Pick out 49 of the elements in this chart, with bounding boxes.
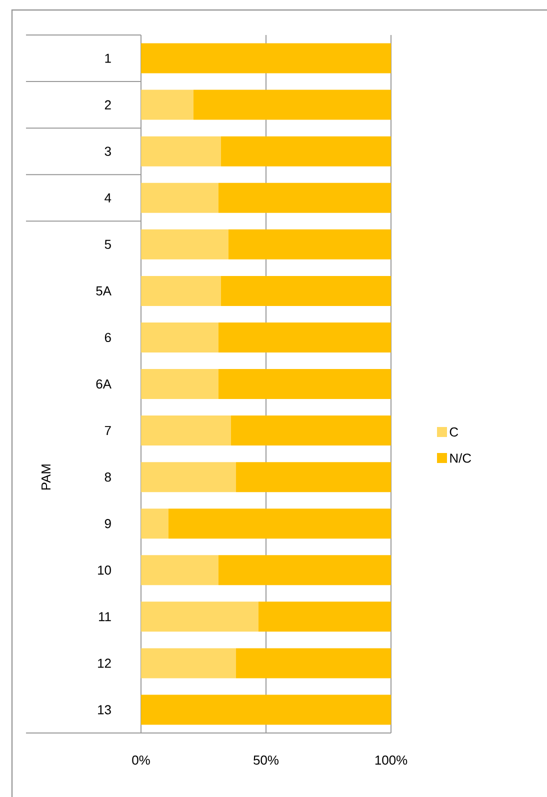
y-tick-label: 6A xyxy=(96,379,112,389)
y-tick-label: 5 xyxy=(104,240,111,249)
bar xyxy=(141,276,221,306)
y-tick-label: 4 xyxy=(104,193,112,202)
y-tick-label: 10 xyxy=(98,566,111,575)
bar xyxy=(168,508,392,539)
bar xyxy=(141,90,194,120)
bar xyxy=(141,555,218,586)
legend-label: C xyxy=(450,427,458,437)
y-tick-label: 11 xyxy=(99,612,111,622)
y-tick-label: 9 xyxy=(104,519,111,528)
bar xyxy=(236,648,392,678)
bar xyxy=(141,648,236,678)
y-tick-label: 7 xyxy=(104,426,111,435)
bar xyxy=(141,229,228,260)
y-tick-label: 12 xyxy=(98,658,111,668)
y-tick-label: 8 xyxy=(104,472,111,482)
y-tick-label: 1 xyxy=(105,54,111,63)
y-tick-label: 2 xyxy=(104,100,111,110)
bar xyxy=(221,136,392,166)
bar xyxy=(141,694,392,725)
bar xyxy=(218,322,392,352)
y-axis-title: PAM xyxy=(42,464,50,490)
bar xyxy=(141,182,218,213)
bar xyxy=(141,322,218,352)
bar xyxy=(141,602,259,632)
bar xyxy=(141,462,236,492)
bar xyxy=(141,369,218,400)
y-tick-label: 13 xyxy=(98,705,111,714)
y-tick-label: 5A xyxy=(96,286,112,296)
x-tick-label: 0% xyxy=(132,756,150,765)
bar xyxy=(141,508,168,539)
bar xyxy=(218,182,392,213)
bar xyxy=(228,229,392,260)
legend-label: N/C xyxy=(450,453,472,463)
y-tick-label: 6 xyxy=(104,332,111,342)
bar xyxy=(258,602,392,632)
bar xyxy=(141,136,221,166)
bar xyxy=(231,416,392,446)
bar xyxy=(141,43,392,74)
x-tick-label: 100% xyxy=(375,756,408,765)
bar xyxy=(194,90,392,120)
bar xyxy=(236,462,392,492)
bar xyxy=(141,416,231,446)
bar xyxy=(221,276,392,306)
y-tick-label: 3 xyxy=(104,146,111,156)
bar xyxy=(218,369,392,400)
x-tick-label: 50% xyxy=(254,756,279,765)
bar xyxy=(218,555,392,586)
